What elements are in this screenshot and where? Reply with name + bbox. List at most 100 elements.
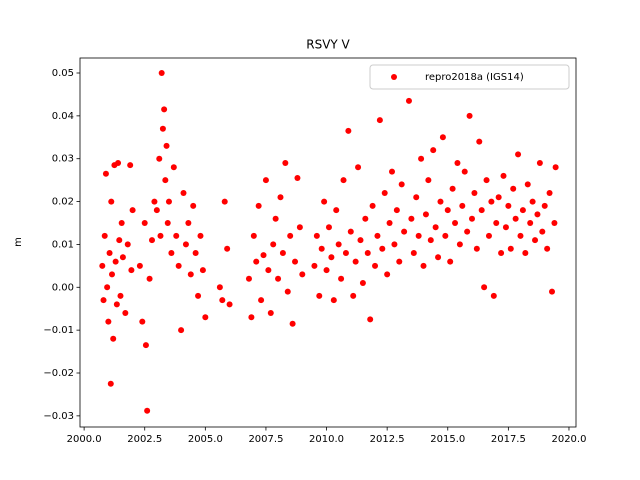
point <box>313 232 320 239</box>
point <box>226 301 233 308</box>
axes-frame <box>79 57 577 428</box>
point <box>405 97 412 104</box>
point <box>432 224 439 231</box>
point <box>224 245 231 252</box>
point <box>536 160 543 166</box>
y-tick-label: 0.01 <box>52 239 74 250</box>
point <box>335 241 342 248</box>
point <box>101 232 108 239</box>
point <box>270 241 277 248</box>
point <box>119 254 126 261</box>
point <box>507 245 514 252</box>
point <box>519 207 526 214</box>
point <box>439 134 446 141</box>
point <box>159 125 166 132</box>
point <box>449 185 456 192</box>
point <box>398 181 405 188</box>
point <box>311 262 318 269</box>
point <box>534 211 541 218</box>
point <box>505 202 512 209</box>
point <box>265 267 272 274</box>
point <box>495 194 502 201</box>
point <box>173 232 180 239</box>
point <box>250 232 257 239</box>
point <box>527 220 534 226</box>
point <box>136 262 143 269</box>
point <box>437 198 444 205</box>
point <box>364 250 371 256</box>
point <box>544 245 551 252</box>
point <box>350 292 357 299</box>
point <box>425 177 432 184</box>
point <box>197 232 204 239</box>
point <box>287 232 294 239</box>
point <box>532 237 539 244</box>
point <box>456 241 463 248</box>
point <box>379 245 386 252</box>
point <box>248 314 255 321</box>
point <box>524 181 531 188</box>
point <box>389 168 395 175</box>
point <box>498 250 505 256</box>
point <box>522 250 529 256</box>
point <box>546 190 553 196</box>
point <box>105 318 112 325</box>
point <box>139 318 146 325</box>
point <box>396 258 403 265</box>
point <box>124 241 131 248</box>
point <box>466 112 473 119</box>
point <box>473 245 480 252</box>
point <box>219 297 226 304</box>
point <box>408 215 415 222</box>
point <box>452 220 459 226</box>
point <box>260 252 267 259</box>
point <box>108 198 115 205</box>
point <box>490 292 497 299</box>
point <box>294 175 301 181</box>
point <box>163 142 170 149</box>
point <box>144 407 151 414</box>
y-tick-label: −0.03 <box>43 411 74 422</box>
point <box>158 70 165 76</box>
point <box>262 177 269 184</box>
point <box>413 194 420 201</box>
y-tick-label: 0.00 <box>52 282 74 293</box>
point <box>430 147 437 154</box>
point <box>342 250 349 256</box>
point <box>502 224 509 231</box>
point <box>330 297 337 304</box>
point <box>355 164 362 171</box>
point <box>352 258 359 265</box>
point <box>325 224 332 231</box>
point <box>113 301 120 308</box>
point <box>357 237 364 244</box>
point <box>129 207 136 214</box>
point <box>442 232 449 239</box>
y-tick-label: −0.02 <box>43 368 74 379</box>
x-tick-label: 2015.0 <box>430 434 465 445</box>
point <box>99 262 106 269</box>
y-tick-label: 0.03 <box>52 154 74 165</box>
point <box>347 228 354 235</box>
point <box>539 228 546 235</box>
point <box>493 220 500 226</box>
point <box>195 292 202 299</box>
point <box>279 250 286 256</box>
point <box>529 198 536 205</box>
point <box>296 224 303 231</box>
point <box>149 237 155 244</box>
point <box>386 220 393 226</box>
x-tick-label: 2012.5 <box>370 434 405 445</box>
y-tick-label: 0.04 <box>52 111 74 122</box>
x-tick-label: 2017.5 <box>491 434 526 445</box>
point <box>162 177 169 184</box>
point <box>485 232 492 239</box>
plot-area <box>99 70 559 414</box>
point <box>391 241 398 248</box>
point <box>170 164 177 171</box>
point <box>255 202 262 209</box>
point <box>369 202 376 209</box>
point <box>510 185 517 192</box>
y-tick-label: −0.01 <box>43 325 74 336</box>
point <box>376 117 383 124</box>
